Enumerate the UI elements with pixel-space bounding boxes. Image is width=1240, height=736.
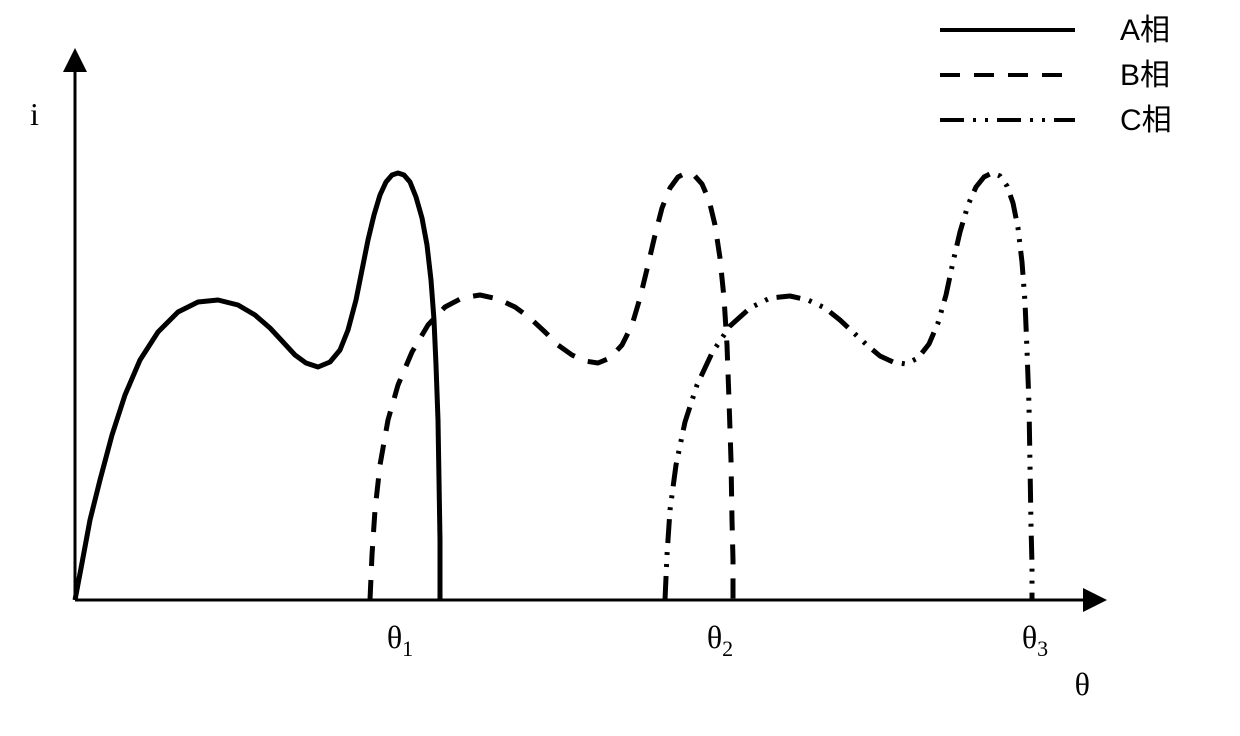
legend-label-0: A相 [1120, 14, 1170, 47]
x-axis-label: θ [1075, 666, 1090, 702]
phase-current-chart: i θ θ1 θ2 θ3 A相 B相 C相 [0, 0, 1240, 736]
y-axis-label: i [30, 96, 39, 132]
series-A相 [75, 173, 440, 600]
legend-label-1: B相 [1120, 59, 1170, 92]
x-tick-label-1: θ1 [387, 619, 413, 661]
chart-svg: i θ θ1 θ2 θ3 A相 B相 C相 [0, 0, 1240, 736]
x-tick-label-2: θ2 [707, 619, 733, 661]
legend-label-2: C相 [1120, 104, 1172, 137]
x-tick-label-3: θ3 [1022, 619, 1048, 661]
series-C相 [665, 173, 1032, 600]
